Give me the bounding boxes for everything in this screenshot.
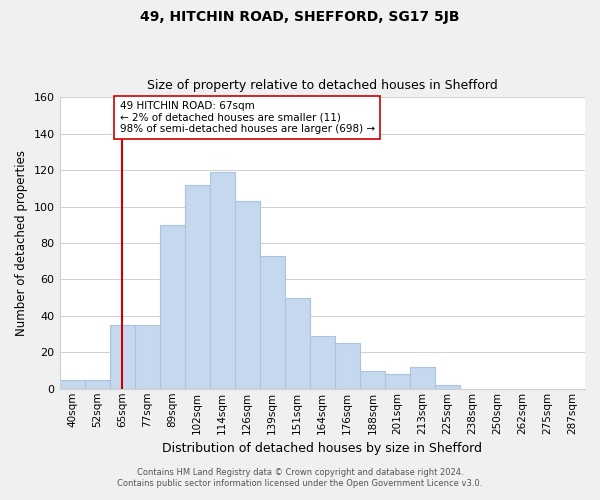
Bar bbox=[285, 298, 310, 389]
Bar bbox=[260, 256, 285, 389]
Bar bbox=[134, 325, 160, 389]
Bar bbox=[160, 225, 185, 389]
Text: 49, HITCHIN ROAD, SHEFFORD, SG17 5JB: 49, HITCHIN ROAD, SHEFFORD, SG17 5JB bbox=[140, 10, 460, 24]
Bar bbox=[85, 380, 110, 389]
Bar bbox=[360, 370, 385, 389]
Bar bbox=[235, 201, 260, 389]
Bar bbox=[410, 367, 435, 389]
Bar bbox=[209, 172, 235, 389]
X-axis label: Distribution of detached houses by size in Shefford: Distribution of detached houses by size … bbox=[162, 442, 482, 455]
Text: Contains HM Land Registry data © Crown copyright and database right 2024.
Contai: Contains HM Land Registry data © Crown c… bbox=[118, 468, 482, 487]
Y-axis label: Number of detached properties: Number of detached properties bbox=[15, 150, 28, 336]
Bar bbox=[435, 385, 460, 389]
Title: Size of property relative to detached houses in Shefford: Size of property relative to detached ho… bbox=[147, 79, 497, 92]
Bar bbox=[335, 343, 360, 389]
Bar bbox=[185, 185, 209, 389]
Bar bbox=[110, 325, 134, 389]
Bar bbox=[385, 374, 410, 389]
Bar bbox=[59, 380, 85, 389]
Bar bbox=[310, 336, 335, 389]
Text: 49 HITCHIN ROAD: 67sqm
← 2% of detached houses are smaller (11)
98% of semi-deta: 49 HITCHIN ROAD: 67sqm ← 2% of detached … bbox=[119, 101, 375, 134]
